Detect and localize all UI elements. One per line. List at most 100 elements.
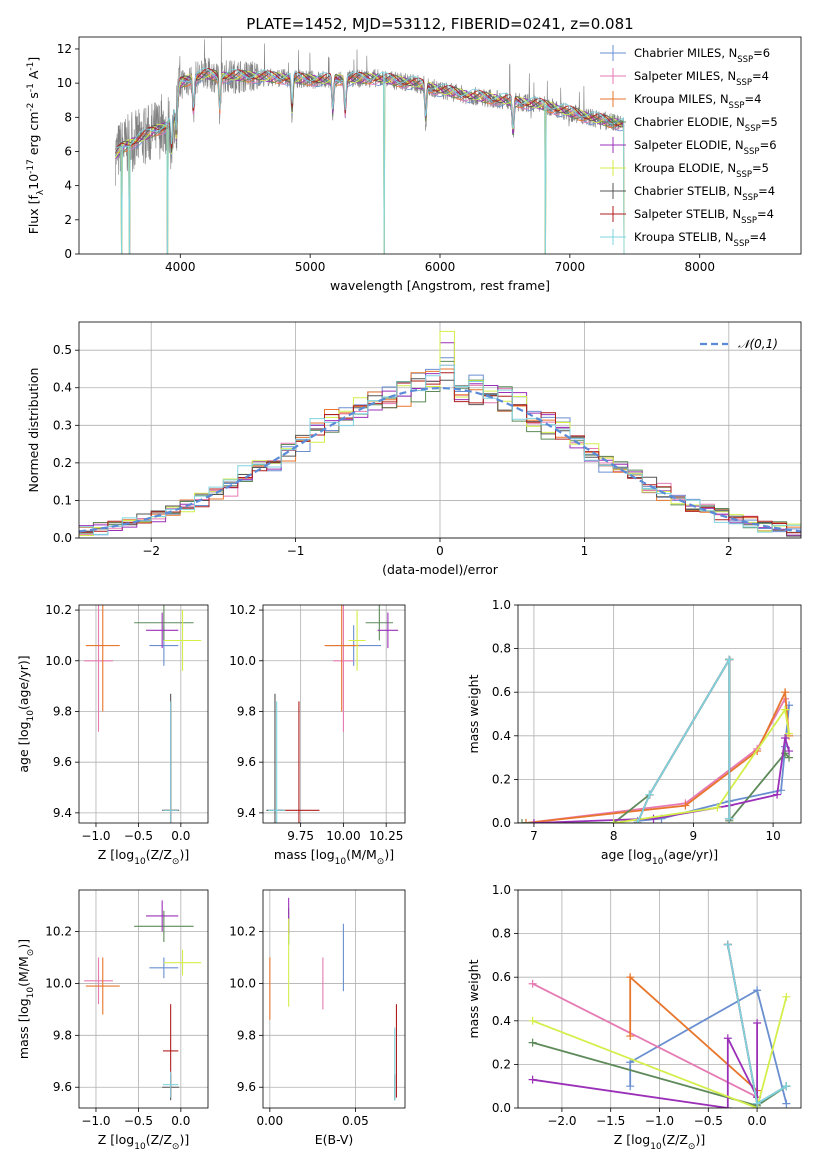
panel-spectrum: 4000 5000 6000 7000 8000 0 2 4 6 8 10 12 wavelength … (26, 36, 802, 293)
spectrum-legend: Chabrier MILES, NSSP=6 Salpeter MILES, NS… (600, 45, 778, 249)
x-tick-label: −2 (142, 544, 160, 558)
y-tick-label: 10.2 (45, 925, 72, 939)
weight-line-5 (532, 996, 788, 1108)
weight-line-2 (525, 688, 790, 823)
y-tick-label: 0.0 (53, 531, 72, 545)
x-tick-label: −0.5 (694, 1114, 723, 1128)
legend-label-6: Chabrier STELIB, NSSP=4 (634, 184, 775, 203)
weight-line-0 (629, 988, 788, 1104)
weight-marker (781, 705, 790, 714)
y-tick-label: 0.2 (492, 772, 511, 786)
x-tick-label: 6000 (425, 260, 456, 274)
legend-label-7: Salpeter STELIB, NSSP=4 (634, 207, 774, 226)
y-tick-label: 9.8 (53, 704, 72, 718)
y-tick-label: 9.6 (237, 1080, 256, 1094)
weight-marker (725, 814, 734, 823)
legend-label-5: Kroupa ELODIE, NSSP=5 (634, 161, 769, 180)
y-tick-label: 0.2 (53, 456, 72, 470)
plot-area-age-vs-Z (84, 605, 202, 823)
panels-layer: 4000 5000 6000 7000 8000024681012wavelength … (16, 36, 802, 1152)
weight-marker (723, 1104, 732, 1108)
weight-line-1 (532, 982, 758, 1098)
weight-marker (753, 1018, 762, 1027)
plot-area-age-vs-mass (266, 605, 399, 823)
weight-marker (782, 1082, 791, 1091)
y-axis-label: mass [log10(M/M⊙)] (16, 939, 36, 1059)
weight-marker (649, 814, 658, 823)
x-axis-label: (data-model)/error (382, 562, 499, 577)
axes-frame (262, 604, 406, 824)
y-tick-label: 10.0 (229, 654, 256, 668)
y-tick-label: 0.0 (492, 1101, 511, 1115)
weight-line-3 (522, 656, 790, 823)
gaussian-curve (79, 386, 801, 533)
x-tick-label: 9 (690, 829, 698, 843)
weight-marker (723, 1034, 732, 1043)
axes-frame (517, 604, 802, 824)
x-tick-label: −1 (287, 544, 305, 558)
weight-marker (785, 747, 794, 756)
y-tick-label: 9.8 (53, 1028, 72, 1042)
plot-area-mass-vs-EBV (269, 897, 397, 1101)
y-tick-label: 6 (64, 144, 72, 158)
y-tick-label: 12 (57, 42, 72, 56)
weight-marker (528, 1075, 537, 1084)
panel-mass-vs-EBV: 0.00 0.05 9.6 9.8 10.0 10.2 E(B-V) (229, 889, 406, 1147)
y-tick-label: 0.0 (492, 816, 511, 830)
weight-marker (782, 992, 791, 1001)
x-tick-label: 0.05 (342, 1114, 369, 1128)
x-tick-label: 0.0 (748, 1114, 767, 1128)
weight-marker (626, 973, 635, 982)
y-tick-label: 9.4 (237, 806, 256, 820)
y-tick-label: 2 (64, 213, 72, 227)
weight-marker (633, 819, 642, 823)
model-spectrum-6 (114, 69, 625, 154)
x-tick-label: 5000 (295, 260, 326, 274)
x-tick-label: 8 (610, 829, 618, 843)
weight-marker (781, 733, 790, 742)
x-tick-label: 10.25 (369, 829, 403, 843)
y-tick-label: 0.1 (53, 493, 72, 507)
weight-marker (521, 819, 530, 823)
legend-label-1: Salpeter MILES, NSSP=4 (634, 69, 769, 88)
weight-line-4 (533, 737, 790, 823)
weight-marker (681, 801, 690, 810)
y-tick-label: 1.0 (492, 883, 511, 897)
x-tick-label: −0.5 (124, 1114, 153, 1128)
y-axis-label: Normed distribution (26, 368, 41, 493)
x-tick-label: −2.0 (547, 1114, 576, 1128)
x-tick-label: 8000 (684, 260, 715, 274)
panel-mass-vs-Z: −1.0 −0.5 0.0 9.6 9.8 10.0 10.2 Z [log10(Z/Z⊙)]… (16, 889, 209, 1152)
weight-marker (713, 803, 722, 812)
x-axis-label: mass [log10(M/M⊙)] (274, 847, 394, 867)
weight-marker (782, 1099, 791, 1108)
y-tick-label: 0.8 (492, 927, 511, 941)
y-tick-label: 10.0 (229, 976, 256, 990)
y-tick-label: 0.4 (492, 729, 511, 743)
weight-marker (528, 979, 537, 988)
panel-age-vs-Z: −1.0 −0.5 0.0 9.4 9.6 9.8 10.0 10.2 Z [log10(Z/Z… (16, 603, 209, 867)
y-tick-label: 0.2 (492, 1057, 511, 1071)
model-spectrum-2 (115, 72, 625, 254)
weight-line-2 (629, 975, 758, 1092)
x-axis-label: Z [log10(Z/Z⊙)] (98, 847, 189, 867)
weight-line-5 (613, 707, 790, 823)
x-tick-label: 10.00 (326, 829, 360, 843)
x-tick-label: 7000 (555, 260, 586, 274)
axes-frame (78, 36, 802, 255)
y-tick-label: 10.2 (45, 603, 72, 617)
x-tick-label: 0.0 (171, 1114, 190, 1128)
y-tick-label: 1.0 (492, 598, 511, 612)
x-tick-label: 0 (436, 544, 444, 558)
weight-marker (528, 1038, 537, 1047)
plot-area-massweight-vs-age (518, 655, 794, 823)
legend-label-0: Chabrier MILES, NSSP=6 (634, 46, 770, 65)
y-axis-label: Flux [fλ10-17 erg cm-2 s-1 A-1] (26, 57, 46, 235)
y-tick-label: 10.2 (229, 603, 256, 617)
x-tick-label: −1.0 (81, 1114, 110, 1128)
y-axis-label: mass weight (466, 959, 481, 1038)
y-tick-label: 0.6 (492, 685, 511, 699)
weight-line-8 (636, 656, 731, 823)
weight-marker (753, 1099, 762, 1108)
